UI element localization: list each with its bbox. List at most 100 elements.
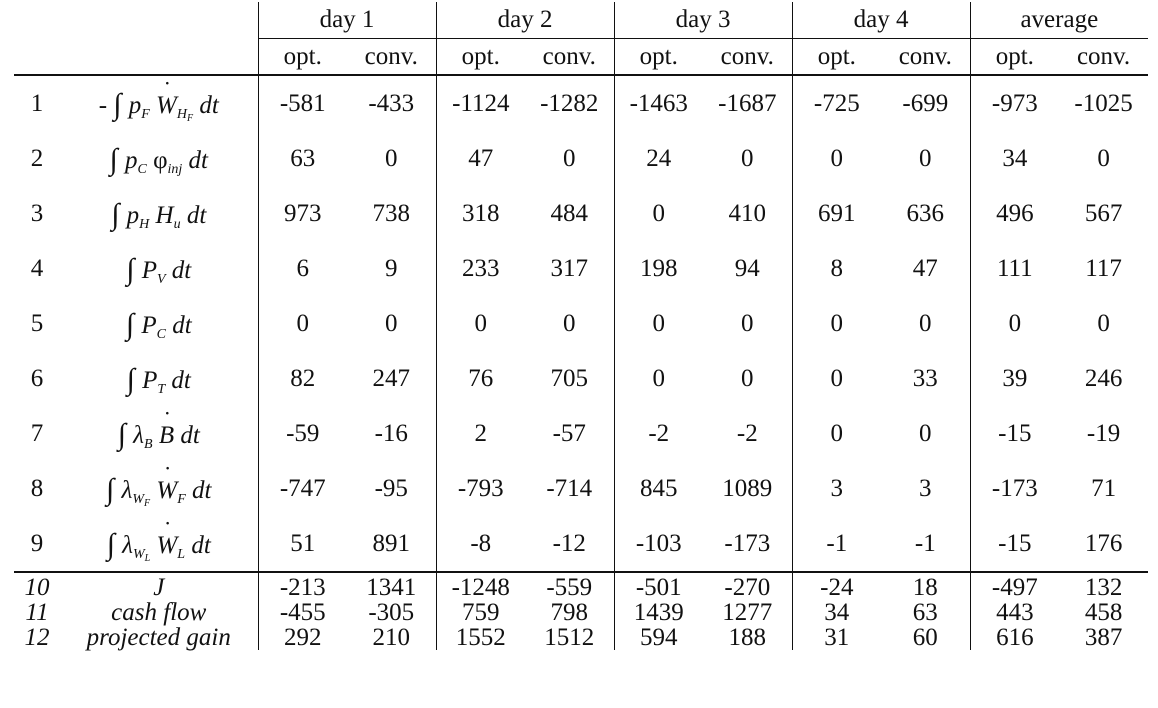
cell: 247	[372, 364, 411, 392]
cell: 0	[969, 296, 1060, 351]
row-number: 7	[30, 419, 44, 447]
cell: 1277	[722, 599, 773, 626]
cell: -699	[902, 89, 949, 117]
cell: 0	[741, 144, 754, 172]
row-number: 6	[30, 364, 44, 392]
cell: 8	[791, 241, 882, 296]
cell: -501	[613, 571, 704, 600]
cell: -24	[791, 571, 882, 600]
cell: -1248	[435, 571, 526, 600]
cell: 132	[1059, 571, 1149, 600]
subheader-conv: conv.	[347, 38, 437, 76]
cell: 0	[919, 309, 932, 337]
cell: -1	[791, 516, 882, 572]
cell: 63	[912, 599, 938, 626]
cell: 484	[550, 199, 589, 227]
cell: 0	[741, 309, 754, 337]
cell: 34	[969, 131, 1060, 186]
cell: 2	[435, 406, 526, 461]
cell: -173	[724, 529, 771, 557]
row-number: 12	[24, 624, 50, 651]
cell: 63	[257, 131, 347, 186]
cell: 0	[1097, 144, 1110, 172]
cell: 71	[1091, 474, 1117, 502]
cell: 33	[912, 364, 938, 392]
header-blank	[14, 2, 258, 39]
cell: 594	[613, 625, 704, 650]
cell: 0	[563, 309, 576, 337]
summary-row: 11 cash flow -455 -305 759 798 1439 1277…	[14, 600, 1148, 625]
cell: 76	[435, 351, 526, 406]
cell: -95	[374, 474, 408, 502]
summary-label: projected gain	[86, 624, 231, 651]
cell: 0	[919, 144, 932, 172]
subheader-blank	[14, 38, 258, 76]
row-number: 8	[30, 474, 44, 502]
cell: -15	[969, 516, 1060, 572]
cell: 0	[563, 144, 576, 172]
cell: 34	[791, 600, 882, 625]
cell: -57	[552, 419, 586, 447]
table-row: 5 ∫ PC dt 0 0 0 0 0 0 0 0 0 0	[14, 296, 1148, 351]
header-day-2: day 2	[435, 2, 615, 39]
cell: -455	[257, 600, 347, 625]
header-day-4: day 4	[791, 2, 971, 39]
subheader-conv: conv.	[525, 38, 615, 76]
table-row: 8 ∫ λWF WF dt -747 -95 -793 -714 845 108…	[14, 461, 1148, 516]
cell: -2	[736, 419, 758, 447]
row-expression: ∫ PT dt	[126, 362, 191, 397]
cell: -305	[368, 599, 415, 626]
subheader-opt: opt.	[969, 38, 1060, 76]
row-number: 1	[30, 89, 44, 117]
cell: 198	[613, 241, 704, 296]
cell: 0	[741, 364, 754, 392]
cell: 705	[550, 364, 589, 392]
cell: 246	[1084, 364, 1123, 392]
cell: 176	[1084, 529, 1123, 557]
summary-row: 12 projected gain 292 210 1552 1512 594 …	[14, 625, 1148, 650]
cell: -19	[1086, 419, 1121, 447]
cell: 292	[257, 625, 347, 650]
table-row: 2 ∫ pC φinj dt 63 0 47 0 24 0 0 0 34 0	[14, 131, 1148, 186]
row-number: 11	[25, 599, 49, 626]
subheader-opt: opt.	[435, 38, 526, 76]
cell: -2	[613, 406, 704, 461]
cell: 1552	[435, 625, 526, 650]
row-number: 9	[30, 529, 44, 557]
cell: -497	[969, 571, 1060, 600]
cell: 188	[728, 624, 767, 651]
cell: 759	[435, 600, 526, 625]
cell: -59	[257, 406, 347, 461]
cell: 51	[257, 516, 347, 572]
cell: 0	[791, 351, 882, 406]
row-expression: ∫ PV dt	[126, 252, 192, 287]
cell: 24	[613, 131, 704, 186]
cell: 3	[919, 474, 932, 502]
row-expression: ∫ λWL WL dt	[60, 516, 258, 572]
cell: -213	[257, 571, 347, 600]
cell: 973	[257, 186, 347, 241]
subheader-opt: opt.	[791, 38, 882, 76]
table-row: 7 ∫ λB B dt -59 -16 2 -57 -2 -2 0 0 -15 …	[14, 406, 1148, 461]
row-number: 4	[30, 254, 44, 282]
results-table-container: day 1 day 2 day 3 day 4 average opt. con…	[14, 2, 1149, 650]
row-number: 2	[30, 144, 44, 172]
cell: 0	[791, 131, 882, 186]
cell: -16	[374, 419, 408, 447]
row-expression: ∫ PC dt	[125, 307, 192, 342]
table-row: 1 - ∫ pF WHF dt -581 -433 -1124 -1282 -1…	[14, 75, 1148, 131]
cell: 18	[881, 571, 971, 600]
cell: 496	[969, 186, 1060, 241]
cell: 691	[791, 186, 882, 241]
cell: 1341	[347, 571, 437, 600]
results-table: day 1 day 2 day 3 day 4 average opt. con…	[14, 2, 1149, 650]
row-expression: ∫ pC φinj dt	[109, 142, 208, 177]
cell: -1124	[435, 75, 526, 131]
cell: 0	[791, 296, 882, 351]
cell: 3	[791, 461, 882, 516]
cell: -559	[525, 571, 615, 600]
cell: 317	[550, 254, 589, 282]
row-number: 10	[14, 571, 60, 600]
row-number: 5	[30, 309, 44, 337]
cell: -103	[613, 516, 704, 572]
